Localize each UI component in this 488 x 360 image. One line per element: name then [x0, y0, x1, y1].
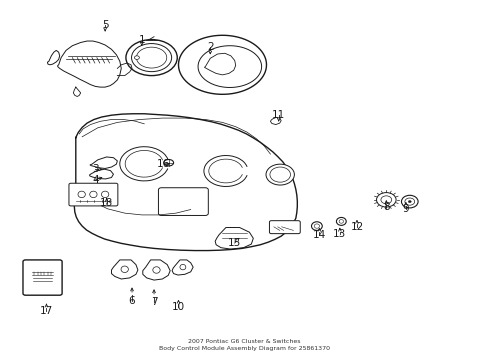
- FancyBboxPatch shape: [69, 183, 118, 206]
- Text: 10: 10: [172, 302, 184, 312]
- Text: 13: 13: [332, 229, 346, 239]
- Polygon shape: [58, 41, 121, 87]
- Polygon shape: [90, 157, 117, 168]
- Polygon shape: [204, 53, 235, 75]
- Text: 7: 7: [150, 297, 157, 307]
- Ellipse shape: [131, 44, 171, 72]
- FancyBboxPatch shape: [23, 260, 62, 295]
- Polygon shape: [89, 169, 113, 179]
- Text: 2: 2: [206, 42, 213, 52]
- Text: 3: 3: [92, 164, 99, 174]
- Text: 12: 12: [349, 222, 363, 232]
- Text: 4: 4: [92, 175, 99, 185]
- Polygon shape: [74, 114, 297, 251]
- Polygon shape: [142, 260, 170, 280]
- Text: 1: 1: [138, 35, 145, 45]
- Ellipse shape: [376, 193, 395, 207]
- Polygon shape: [172, 260, 193, 275]
- Polygon shape: [270, 117, 281, 125]
- Ellipse shape: [269, 167, 290, 182]
- Text: 8: 8: [382, 202, 389, 212]
- Text: 6: 6: [128, 296, 135, 306]
- FancyBboxPatch shape: [158, 188, 208, 215]
- Polygon shape: [47, 50, 60, 65]
- Text: 15: 15: [227, 238, 241, 248]
- Ellipse shape: [163, 159, 173, 166]
- FancyBboxPatch shape: [269, 221, 300, 234]
- Text: 16: 16: [157, 159, 170, 169]
- Text: 14: 14: [312, 230, 325, 240]
- Text: 18: 18: [100, 198, 113, 208]
- Ellipse shape: [265, 164, 294, 185]
- Ellipse shape: [401, 195, 417, 208]
- Text: 9: 9: [402, 204, 408, 214]
- Polygon shape: [198, 46, 261, 87]
- Ellipse shape: [336, 217, 346, 225]
- Polygon shape: [111, 260, 138, 279]
- Ellipse shape: [311, 222, 322, 230]
- Ellipse shape: [125, 40, 177, 76]
- Polygon shape: [215, 228, 253, 249]
- Text: 5: 5: [102, 20, 108, 30]
- Ellipse shape: [134, 56, 139, 59]
- Ellipse shape: [407, 201, 410, 203]
- Text: 2007 Pontiac G6 Cluster & Switches
Body Control Module Assembly Diagram for 2586: 2007 Pontiac G6 Cluster & Switches Body …: [159, 339, 329, 351]
- Text: 17: 17: [40, 306, 53, 316]
- Polygon shape: [178, 35, 266, 94]
- Text: 11: 11: [271, 110, 285, 120]
